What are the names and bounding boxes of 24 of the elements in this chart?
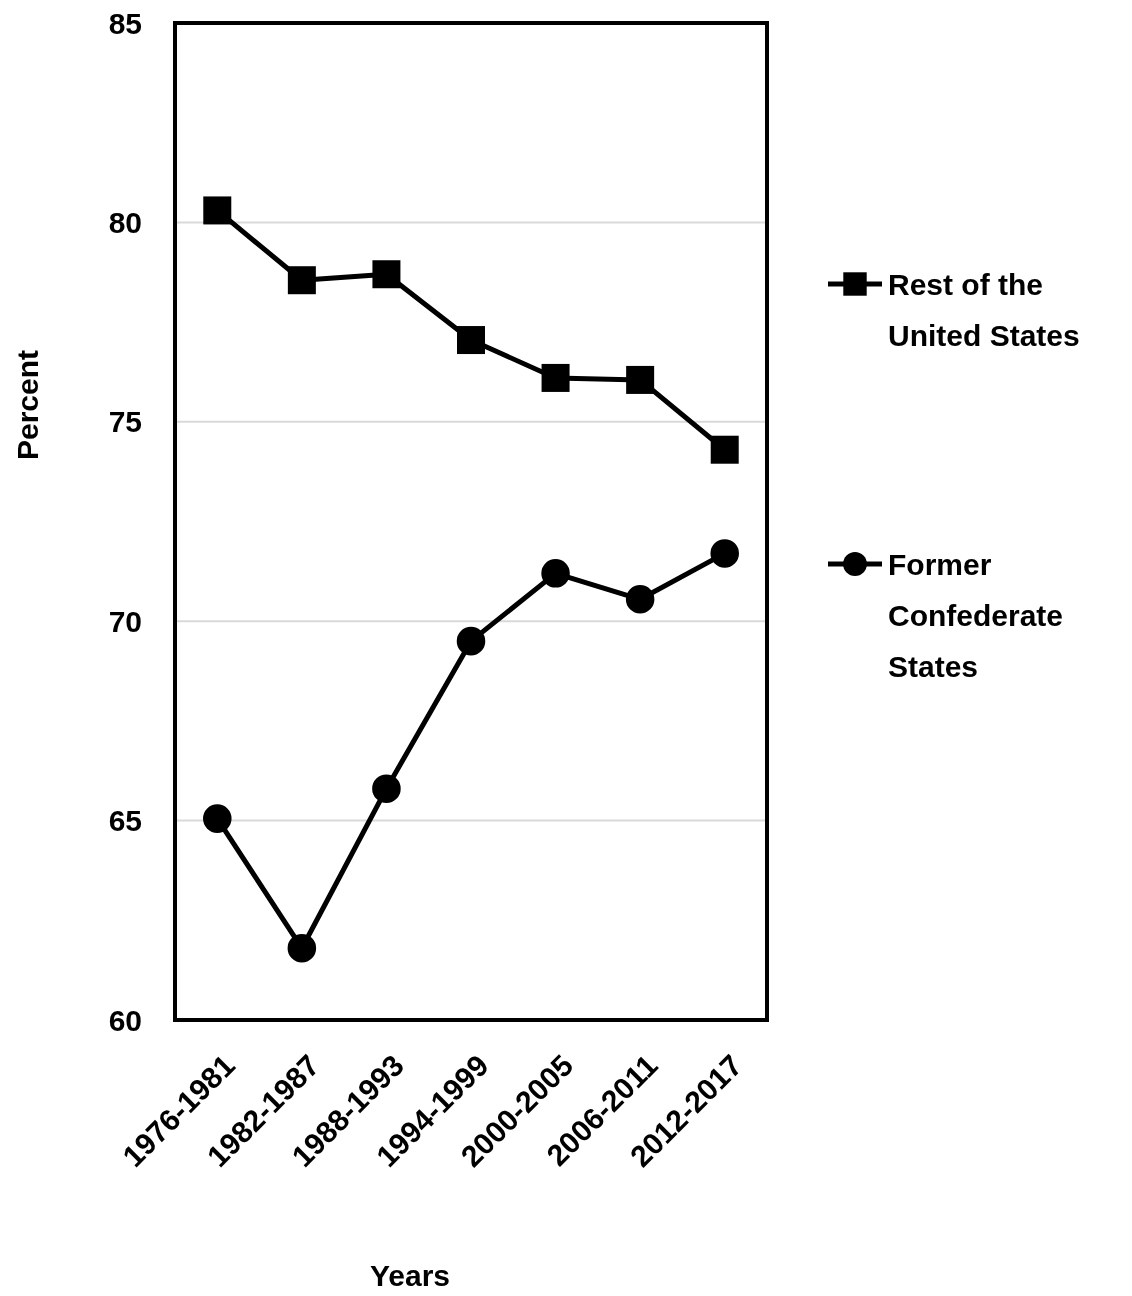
- point: [625, 585, 655, 614]
- point: [372, 260, 401, 289]
- y-axis-title: Percent: [11, 349, 44, 461]
- legend-label: Rest of the United States: [888, 267, 1080, 352]
- legend-label: Former Confederate States: [888, 547, 1064, 683]
- y-tick-label: 70: [108, 604, 142, 638]
- x-axis-title: Years: [369, 1259, 451, 1292]
- point: [203, 804, 232, 833]
- point: [541, 363, 570, 392]
- point: [626, 365, 655, 394]
- y-tick-label: 60: [108, 1003, 142, 1037]
- y-tick-label: 85: [108, 6, 142, 40]
- point: [710, 539, 739, 568]
- point: [541, 559, 570, 588]
- point: [372, 774, 401, 803]
- y-tick-label: 80: [108, 205, 142, 239]
- y-tick-label: 75: [108, 405, 142, 439]
- point: [203, 196, 232, 225]
- point: [710, 435, 739, 464]
- point: [457, 326, 485, 355]
- point: [456, 626, 486, 656]
- y-tick-label: 65: [108, 804, 142, 838]
- point: [287, 266, 316, 295]
- point: [287, 933, 317, 963]
